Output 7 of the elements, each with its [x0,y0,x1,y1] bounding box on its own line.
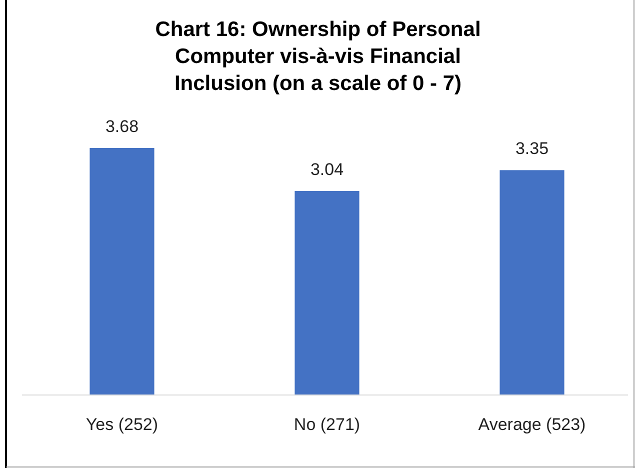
data-label: 3.68 [105,117,139,136]
data-label: 3.04 [310,160,344,179]
x-tick-label: No (271) [294,415,360,434]
chart-title: Chart 16: Ownership of Personal Computer vis-à-vis Financial Inclusion (on a scale of 0 - 7) [155,18,481,95]
x-tick-label: Average (523) [478,415,586,434]
x-tick-label: Yes (252) [86,415,158,434]
data-label: 3.35 [515,139,549,158]
